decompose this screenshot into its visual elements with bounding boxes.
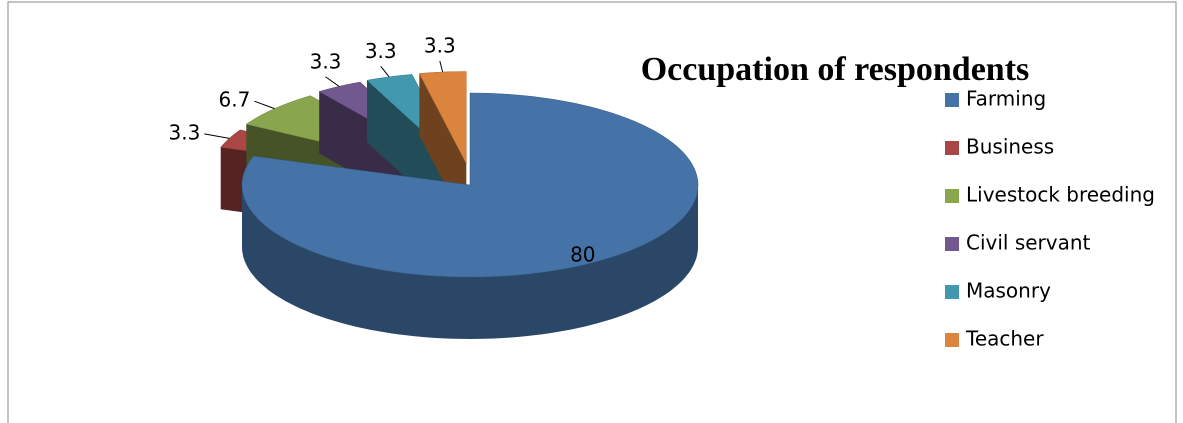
legend-swatch [945, 141, 959, 155]
leader-line [439, 60, 444, 73]
leader-line [380, 66, 390, 78]
legend-swatch [945, 189, 959, 203]
legend-swatch [945, 285, 959, 299]
legend-label: Farming [966, 87, 1046, 111]
leader-line [254, 100, 275, 110]
legend-swatch [945, 93, 959, 107]
slice [241, 92, 699, 278]
pie: 80 3.3 6.7 3.3 3.3 3.3 [169, 34, 699, 339]
chart-title: Occupation of respondents [641, 51, 1030, 88]
legend-label: Business [966, 135, 1054, 159]
chart-frame [7, 1, 1177, 423]
leader-line [325, 76, 340, 87]
data-label: 3.3 [424, 34, 456, 58]
slice [418, 71, 467, 164]
data-label: 3.3 [310, 49, 342, 73]
legend-label: Livestock breeding [966, 183, 1155, 207]
legend-swatch [945, 237, 959, 251]
data-label: 80 [570, 243, 595, 267]
data-label: 3.3 [365, 39, 397, 63]
legend-label: Civil servant [966, 231, 1091, 255]
leader-line [204, 133, 230, 139]
data-label: 6.7 [219, 88, 251, 112]
legend-label: Teacher [965, 327, 1044, 351]
legend: Farming Business Livestock breeding Civil s… [945, 87, 1155, 351]
data-label: 3.3 [169, 120, 201, 144]
legend-label: Masonry [966, 279, 1051, 303]
slice-side [242, 185, 698, 339]
legend-swatch [945, 333, 959, 347]
